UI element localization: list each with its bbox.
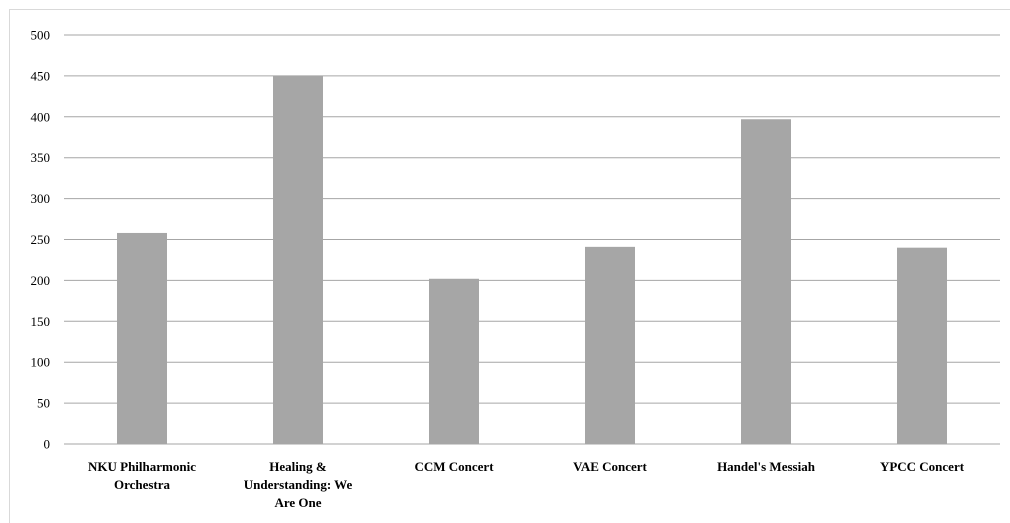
bar-1 <box>273 75 323 445</box>
y-tick-label-300: 300 <box>31 191 51 206</box>
bar-5 <box>897 247 947 444</box>
y-tick-label-350: 350 <box>31 150 51 165</box>
y-tick-label-400: 400 <box>31 109 51 124</box>
x-category-label-1: Healing & Understanding: We Are One <box>244 459 353 510</box>
x-category-label-4: Handel's Messiah <box>717 459 816 474</box>
y-tick-label-100: 100 <box>31 355 51 370</box>
x-category-label-2: CCM Concert <box>414 459 494 474</box>
y-tick-label-450: 450 <box>31 68 51 83</box>
y-tick-label-0: 0 <box>44 437 51 452</box>
bar-3 <box>585 246 635 444</box>
y-tick-label-50: 50 <box>37 396 50 411</box>
y-tick-label-500: 500 <box>31 28 51 43</box>
bar-2 <box>429 278 479 444</box>
x-category-label-3: VAE Concert <box>573 459 647 474</box>
bar-4 <box>741 119 791 444</box>
y-tick-label-200: 200 <box>31 273 51 288</box>
x-category-label-5: YPCC Concert <box>880 459 965 474</box>
chart-frame <box>9 9 1010 523</box>
y-tick-label-150: 150 <box>31 314 51 329</box>
y-tick-label-250: 250 <box>31 232 51 247</box>
bar-0 <box>117 232 167 444</box>
x-category-label-0: NKU Philharmonic Orchestra <box>88 459 196 492</box>
